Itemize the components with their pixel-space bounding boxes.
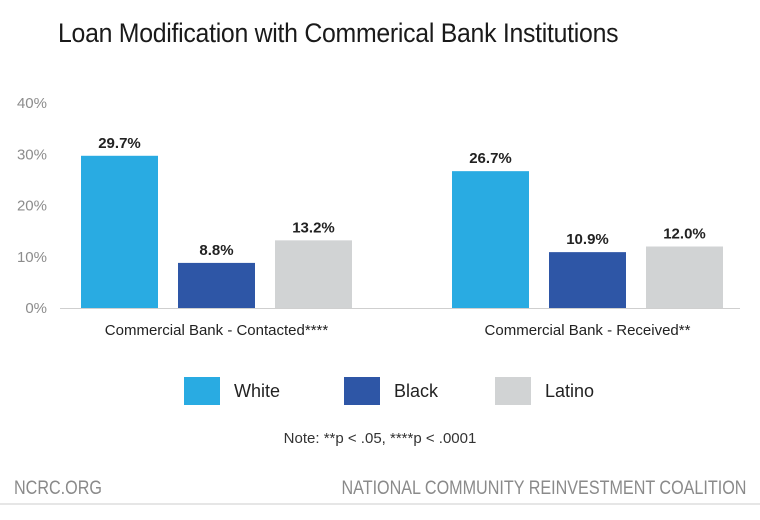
category-label: Commercial Bank - Received** [485, 322, 691, 339]
footer-site: NCRC.ORG [14, 478, 102, 499]
y-tick-label: 20% [17, 198, 47, 215]
data-label: 26.7% [469, 150, 512, 167]
footer-organization: NATIONAL COMMUNITY REINVESTMENT COALITIO… [341, 478, 746, 499]
data-label: 12.0% [663, 226, 706, 243]
bar [549, 252, 626, 308]
chart-title: Loan Modification with Commerical Bank I… [58, 18, 619, 48]
legend-swatch [344, 377, 380, 405]
legend-swatch [495, 377, 531, 405]
significance-note: Note: **p < .05, ****p < .0001 [283, 430, 477, 447]
footer-divider [0, 503, 760, 505]
legend-swatch [184, 377, 220, 405]
bar-chart: 0% 10% 20% 30% 40% 29.7% 8.8% 13.2% Commercial B… [17, 95, 740, 339]
bar [646, 246, 723, 308]
data-label: 8.8% [199, 242, 233, 259]
y-tick-label: 40% [17, 95, 47, 112]
data-label: 29.7% [98, 135, 141, 152]
y-tick-label: 10% [17, 249, 47, 266]
bar [452, 171, 529, 308]
data-label: 13.2% [292, 219, 335, 236]
bar [275, 240, 352, 308]
legend-label: Latino [545, 380, 595, 401]
bar [81, 155, 158, 308]
y-tick-label: 30% [17, 146, 47, 163]
legend-label: Black [394, 380, 439, 401]
legend-item: Black [344, 377, 438, 405]
legend-item: Latino [495, 377, 594, 405]
category-label: Commercial Bank - Contacted**** [105, 322, 329, 339]
data-label: 10.9% [566, 231, 609, 248]
legend-label: White [234, 380, 281, 401]
bar [178, 262, 255, 308]
legend-item: White [184, 377, 280, 405]
y-tick-label: 0% [25, 300, 47, 317]
